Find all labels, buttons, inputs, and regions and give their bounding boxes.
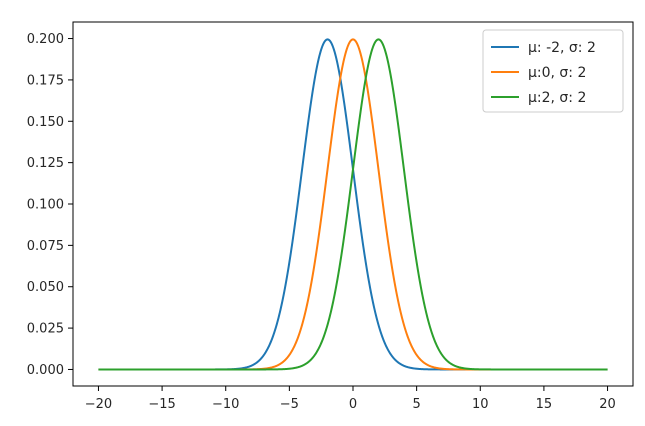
y-tick-label: 0.075 <box>27 239 64 254</box>
x-tick-label: 10 <box>472 397 489 412</box>
y-tick-label: 0.000 <box>27 363 64 378</box>
x-tick-label: −20 <box>85 397 112 412</box>
x-tick-label: 0 <box>349 397 357 412</box>
x-tick-label: −15 <box>148 397 175 412</box>
plot-frame <box>72 21 634 387</box>
y-tick-label: 0.175 <box>27 73 64 88</box>
legend-box <box>482 29 624 113</box>
series-lines <box>98 38 608 371</box>
x-tick-label: 15 <box>536 397 553 412</box>
x-axis: −20 −15 −10 −5 0 5 10 15 20 <box>85 386 616 412</box>
legend: μ: -2, σ: 2 μ:0, σ: 2 μ:2, σ: 2 <box>482 29 624 113</box>
x-tick-label: 20 <box>599 397 616 412</box>
legend-entry-label: μ:2, σ: 2 <box>528 90 586 106</box>
x-tick-label: 5 <box>412 397 420 412</box>
y-tick-label: 0.200 <box>27 32 64 47</box>
legend-entry-label: μ: -2, σ: 2 <box>528 40 596 56</box>
x-tick-label: −10 <box>212 397 239 412</box>
y-tick-label: 0.025 <box>27 322 64 337</box>
y-tick-label: 0.100 <box>27 198 64 213</box>
y-tick-label: 0.050 <box>27 280 64 295</box>
series-line-3 <box>98 38 608 371</box>
x-tick-label: −5 <box>280 397 299 412</box>
legend-entry-label: μ:0, σ: 2 <box>528 65 586 81</box>
y-tick-label: 0.150 <box>27 115 64 130</box>
y-axis: 0.000 0.025 0.050 0.075 0.100 0.125 0.150 0.175… <box>27 32 73 378</box>
y-tick-label: 0.125 <box>27 156 64 171</box>
